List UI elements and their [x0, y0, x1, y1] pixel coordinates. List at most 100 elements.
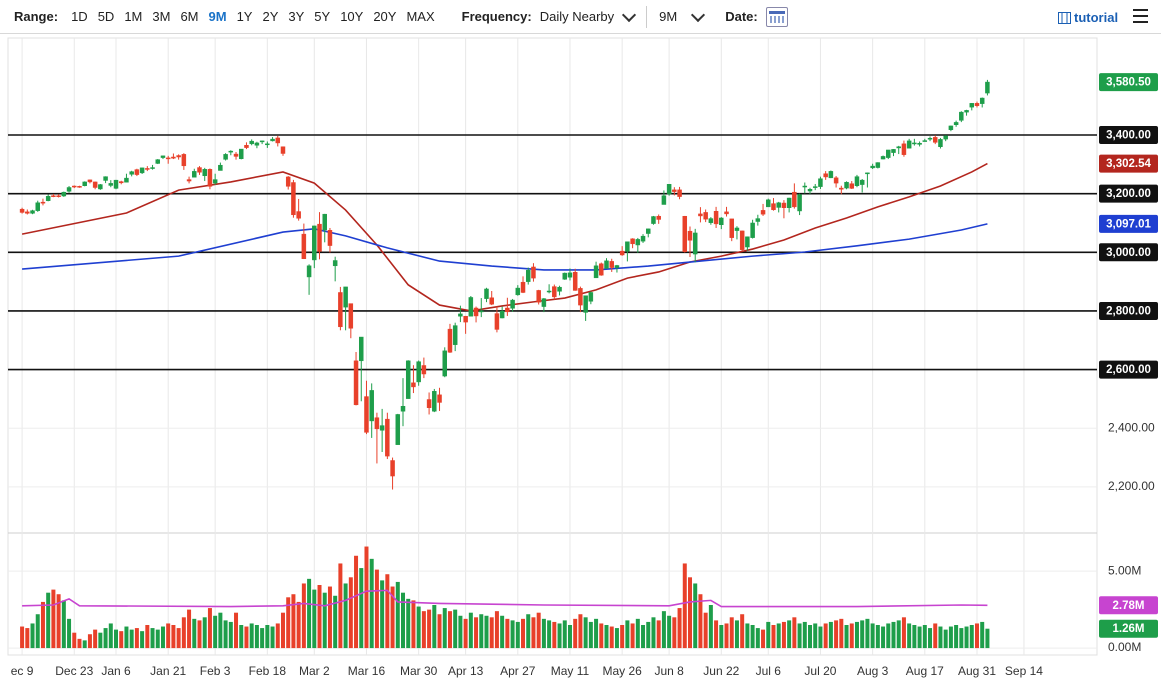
volume-bar: [197, 620, 202, 649]
volume-bar: [301, 583, 306, 649]
moving-average-box: [1099, 214, 1158, 233]
candle-body: [192, 171, 197, 178]
volume-bar: [745, 623, 750, 649]
last-volume-box: [1099, 619, 1158, 638]
candle-body: [338, 292, 343, 328]
candle-body: [207, 169, 213, 187]
range-button[interactable]: 6M: [180, 9, 199, 24]
volume-bar: [865, 618, 870, 649]
volume-bar: [124, 626, 129, 649]
level-label: 3,000.00: [1106, 247, 1151, 259]
calendar-button[interactable]: [765, 6, 788, 27]
candle-body: [750, 222, 755, 238]
candle-body: [734, 227, 740, 231]
volume-bar: [698, 594, 703, 649]
range-button[interactable]: 1Y: [236, 9, 253, 24]
volume-bar: [781, 621, 786, 649]
candle-body: [953, 122, 959, 125]
x-tick-label: ec 9: [11, 664, 34, 678]
volume-bar: [750, 625, 755, 649]
candle-body: [468, 297, 474, 317]
volume-bar: [922, 625, 927, 649]
volume-bar: [333, 595, 338, 649]
range-button[interactable]: 5D: [97, 9, 115, 24]
range-button[interactable]: 3Y: [288, 9, 305, 24]
volume-bar: [474, 617, 479, 649]
volume-bar: [447, 611, 452, 649]
candle-body: [536, 290, 541, 303]
volume-bar: [500, 615, 505, 649]
volume-bar: [453, 609, 458, 649]
frequency-dropdown[interactable]: Daily Nearby: [540, 7, 637, 24]
candle-body: [912, 142, 917, 145]
volume-bar: [687, 577, 692, 649]
candle-body: [202, 169, 207, 177]
volume-bar: [20, 626, 25, 649]
candle-body: [703, 212, 708, 220]
volume-bar: [87, 634, 92, 649]
period-value: 9M: [659, 9, 678, 24]
candle-body: [103, 176, 108, 181]
candle-body: [150, 167, 155, 169]
candle-body: [969, 103, 975, 108]
range-button[interactable]: 1M: [124, 9, 143, 24]
volume-bar: [98, 632, 103, 649]
calendar-icon-grid: [769, 15, 784, 23]
candle-body: [348, 303, 354, 329]
volume-bar: [531, 617, 536, 649]
candle-body: [812, 186, 818, 188]
volume-bar: [510, 620, 515, 649]
volume-bar: [380, 580, 385, 649]
x-tick-label: Feb 3: [200, 664, 231, 678]
candle-body: [755, 218, 761, 222]
x-tick-label: Mar 30: [400, 664, 438, 678]
range-button[interactable]: MAX: [406, 9, 435, 24]
candle-body: [880, 156, 886, 160]
range-button[interactable]: 1D: [71, 9, 88, 24]
range-button[interactable]: 20Y: [373, 9, 397, 24]
menu-button[interactable]: [1133, 9, 1148, 27]
x-tick-label: May 11: [551, 664, 590, 678]
candle-body: [489, 297, 494, 305]
volume-bar: [82, 640, 87, 649]
range-button[interactable]: 10Y: [340, 9, 364, 24]
volume-bar: [307, 578, 312, 649]
volume-bar: [140, 631, 145, 649]
candle-body: [353, 360, 359, 406]
candle-body: [578, 288, 583, 306]
range-button[interactable]: 3M: [152, 9, 171, 24]
range-button[interactable]: 5Y: [314, 9, 331, 24]
volume-average-box: [1099, 596, 1158, 615]
volume-bar: [30, 623, 35, 649]
candle-body: [306, 265, 312, 278]
volume-bar: [761, 629, 766, 649]
candle-body: [244, 145, 249, 148]
candle-body: [588, 292, 594, 302]
volume-bar: [964, 626, 969, 649]
volume-bar: [599, 623, 604, 649]
candle-body: [729, 218, 734, 238]
candle-body: [687, 230, 693, 241]
x-tick-label: May 26: [602, 664, 642, 678]
candle-body: [708, 218, 714, 223]
candle-body: [865, 172, 870, 175]
volume-bar: [875, 625, 880, 649]
candle-body: [473, 307, 479, 317]
range-button[interactable]: 2Y: [262, 9, 279, 24]
tutorial-link[interactable]: tutorial: [1058, 10, 1118, 25]
range-button[interactable]: 9M: [208, 9, 227, 24]
level-label: 3,200.00: [1106, 188, 1151, 200]
candle-body: [233, 153, 239, 157]
volume-bar: [286, 597, 291, 649]
candle-body: [312, 225, 317, 261]
volume-bar: [223, 620, 228, 649]
volume-bar: [51, 589, 56, 649]
candle-body: [254, 142, 260, 146]
volume-bar: [72, 632, 77, 649]
volume-bar: [348, 577, 353, 649]
candle-body: [719, 217, 724, 225]
candle-body: [651, 216, 656, 224]
toolbar: Range: 1D 5D 1M 3M 6M 9M 1Y 2Y 3Y 5Y 10Y 20Y MAX Fre…: [0, 0, 1161, 34]
volume-bar: [489, 617, 494, 649]
period-dropdown[interactable]: 9M: [659, 7, 706, 24]
